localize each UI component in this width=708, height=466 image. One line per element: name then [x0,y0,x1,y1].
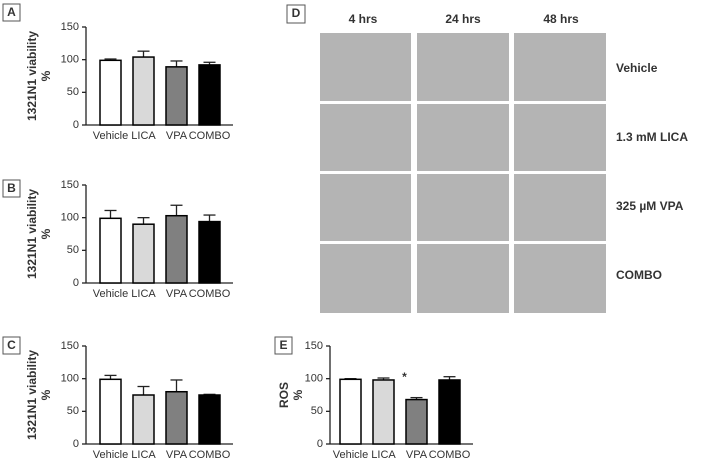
y-tick-label: 0 [317,438,323,450]
bar [165,390,188,445]
column-label: 24 hrs [445,12,481,26]
bar [165,214,188,284]
y-axis-label: % [39,389,53,400]
bar [438,379,461,445]
micrograph [320,104,411,171]
bar [198,220,221,284]
y-axis-label: % [39,228,53,239]
column-label: 4 hrs [349,12,378,26]
y-axis-label: 1321N1 viability [25,31,39,121]
x-tick-label: LICA [371,449,396,461]
bar [198,394,221,445]
y-tick-label: 50 [67,244,79,256]
bar [405,398,428,445]
panel-letter: C [7,338,16,352]
micrograph [417,244,509,313]
x-tick-label: Vehicle [93,130,128,142]
y-axis-label: % [39,70,53,81]
y-tick-label: 100 [61,373,79,385]
panel-letter: B [7,181,16,195]
panel-box [2,336,21,355]
row-label: 325 µM VPA [616,199,684,213]
bar [198,64,221,126]
bar [132,56,155,126]
x-tick-label: Vehicle [93,288,128,300]
y-tick-label: 150 [61,179,79,191]
x-tick-label: VPA [166,130,188,142]
bar [99,59,122,126]
y-tick-label: 50 [67,86,79,98]
x-tick-label: VPA [166,288,188,300]
y-tick-label: 100 [61,212,79,224]
panel-box [286,4,306,24]
x-tick-label: COMBO [429,449,471,461]
y-tick-label: 0 [73,277,79,289]
bar [132,223,155,284]
column-label: 48 hrs [543,12,579,26]
x-tick-label: COMBO [189,449,231,461]
bar [372,379,395,445]
micrograph [514,33,606,101]
micrograph [417,104,509,171]
y-axis-label: % [291,389,305,400]
micrograph [417,33,509,101]
y-tick-label: 100 [305,373,323,385]
panel-box [2,179,21,198]
y-axis-label: 1321N1 viability [25,189,39,279]
row-label: Vehicle [616,61,658,75]
panel-letter: A [7,5,16,19]
x-tick-label: COMBO [189,130,231,142]
micrograph [320,33,411,101]
y-tick-label: 150 [61,340,79,352]
bar [339,378,362,445]
bar [132,394,155,445]
y-tick-label: 150 [305,340,323,352]
row-label: COMBO [616,268,662,282]
x-tick-label: COMBO [189,288,231,300]
micrograph [514,174,606,241]
micrograph [514,104,606,171]
x-tick-label: Vehicle [93,449,128,461]
micrograph [417,174,509,241]
panel-letter: E [279,338,287,352]
row-label: 1.3 mM LICA [616,130,688,144]
panel-box [274,336,293,355]
x-tick-label: LICA [131,288,156,300]
x-tick-label: LICA [131,449,156,461]
panel-box [2,3,21,22]
bar [99,217,122,284]
x-tick-label: Vehicle [333,449,368,461]
panel-letter: D [292,6,301,20]
micrograph [514,244,606,313]
y-tick-label: 0 [73,438,79,450]
y-tick-label: 100 [61,54,79,66]
y-tick-label: 150 [61,21,79,33]
annotation: * [402,370,407,384]
bar [165,66,188,126]
micrograph-grid [320,33,606,313]
bar [99,378,122,445]
y-tick-label: 50 [67,405,79,417]
y-tick-label: 50 [311,405,323,417]
y-tick-label: 0 [73,119,79,131]
y-axis-label: ROS [277,382,291,408]
micrograph [320,244,411,313]
micrograph [320,174,411,241]
x-tick-label: LICA [131,130,156,142]
x-tick-label: VPA [406,449,428,461]
x-tick-label: VPA [166,449,188,461]
y-axis-label: 1321N1 viability [25,350,39,440]
